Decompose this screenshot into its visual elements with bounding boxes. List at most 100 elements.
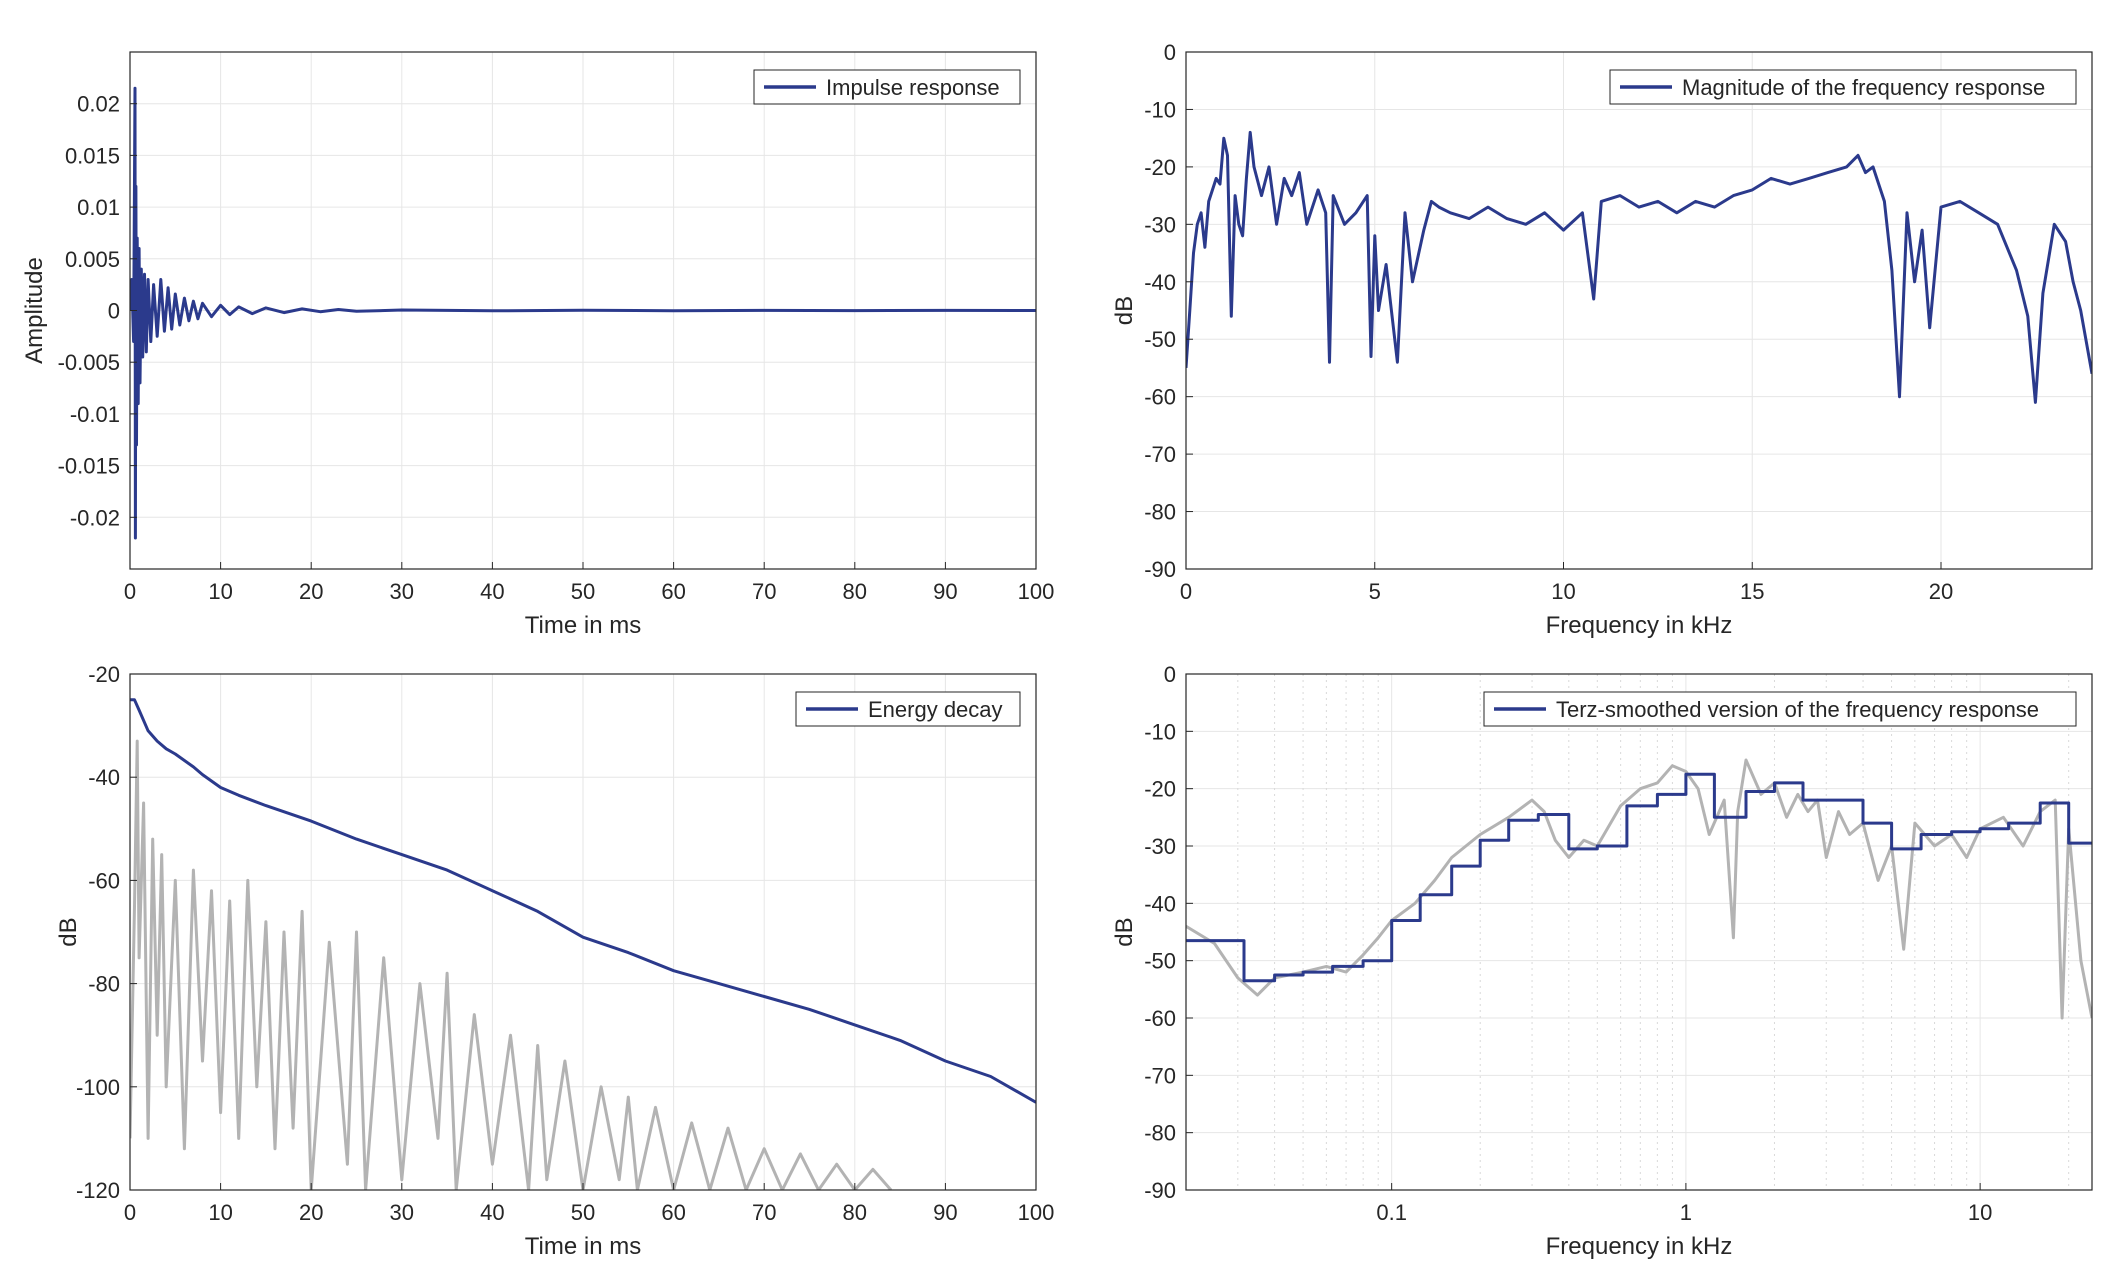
y-tick-label: -60	[1144, 385, 1176, 410]
chart-impulse: 0 10 20 30 40 50 60 70 80 90 100 -0.02 -0.015 -0.01 -0…	[21, 51, 1055, 639]
y-tick-label: -40	[88, 765, 120, 790]
series-line-1	[1186, 758, 2092, 1020]
x-tick-label: 0	[1180, 579, 1192, 604]
x-tick-label: 20	[299, 579, 323, 604]
x-tick-label: 10	[208, 1200, 232, 1225]
y-tick-label: -70	[1144, 442, 1176, 467]
x-tick-label: 30	[390, 579, 414, 604]
legend: Energy decay	[795, 691, 1021, 727]
x-tick-label: 10	[1968, 1200, 1992, 1225]
x-tick-label: 60	[661, 579, 685, 604]
x-tick-label: 80	[843, 579, 867, 604]
y-tick-label: -20	[1144, 155, 1176, 180]
x-tick-label: 70	[752, 579, 776, 604]
y-tick-label: -50	[1144, 327, 1176, 352]
y-tick-label: 0	[108, 299, 120, 324]
legend-box	[1609, 69, 2077, 105]
y-tick-label: -10	[1144, 719, 1176, 744]
y-tick-label: -80	[88, 972, 120, 997]
y-tick-label: -20	[1144, 777, 1176, 802]
y-tick-label: -0.005	[58, 350, 120, 375]
y-tick-label: 0	[1164, 662, 1176, 687]
series-line-0	[1186, 772, 2092, 983]
x-tick-label: 1	[1680, 1200, 1692, 1225]
chart-magnitude: 0 5 10 15 20 0 -10 -20 -30 -40 -50 -60 -70 -80 -90 Freq…	[1111, 40, 2093, 639]
legend-label: Magnitude of the frequency response	[1682, 75, 2045, 100]
x-axis-label: Time in ms	[525, 1233, 641, 1260]
y-axis-label: dB	[1111, 296, 1138, 325]
y-tick-label: 0.01	[77, 195, 120, 220]
plot-area	[1186, 52, 2092, 569]
y-tick-label: -100	[76, 1075, 120, 1100]
x-tick-label: 40	[480, 1200, 504, 1225]
y-tick-label: -90	[1144, 557, 1176, 582]
x-tick-label: 90	[933, 579, 957, 604]
y-tick-label: -10	[1144, 97, 1176, 122]
legend-label: Energy decay	[868, 697, 1003, 722]
y-tick-label: -20	[88, 662, 120, 687]
x-axis-label: Frequency in kHz	[1546, 1233, 1733, 1260]
x-tick-label: 80	[843, 1200, 867, 1225]
y-tick-label: -50	[1144, 949, 1176, 974]
x-tick-label: 0.1	[1376, 1200, 1407, 1225]
axes-box	[1185, 51, 2093, 570]
x-tick-label: 20	[299, 1200, 323, 1225]
y-tick-label: -120	[76, 1178, 120, 1203]
x-tick-label: 90	[933, 1200, 957, 1225]
series-line-0	[130, 86, 1036, 540]
legend-label: Impulse response	[826, 75, 1000, 100]
x-tick-label: 50	[571, 579, 595, 604]
y-tick-label: 0	[1164, 40, 1176, 65]
y-axis-label: dB	[1111, 917, 1138, 946]
series-line-0	[1186, 130, 2092, 404]
x-tick-label: 30	[390, 1200, 414, 1225]
series-line-0	[130, 698, 1036, 1104]
series-group	[130, 86, 1036, 540]
x-tick-label: 10	[208, 579, 232, 604]
y-tick-label: 0.005	[65, 247, 120, 272]
x-tick-label: 20	[1929, 579, 1953, 604]
series-line-1	[130, 739, 893, 1190]
y-tick-label: -70	[1144, 1063, 1176, 1088]
chart-energy: 0 10 20 30 40 50 60 70 80 90 100 -20 -40 -60 -80 -100 -1…	[55, 662, 1054, 1260]
chart-terz: 0.1 1 10 0 -10 -20 -30 -40 -50 -60 -70 -80 -90 Freque…	[1111, 662, 2093, 1260]
y-tick-label: 0.02	[77, 92, 120, 117]
legend: Magnitude of the frequency response	[1609, 69, 2077, 105]
y-tick-label: -30	[1144, 834, 1176, 859]
x-tick-label: 40	[480, 579, 504, 604]
y-tick-label: -90	[1144, 1178, 1176, 1203]
y-tick-label: -0.015	[58, 454, 120, 479]
y-axis-label: dB	[55, 917, 82, 946]
series-group	[1186, 758, 2092, 1020]
series-group	[130, 698, 1036, 1190]
legend-box	[1483, 691, 2077, 727]
y-axis-label: Amplitude	[21, 257, 48, 364]
y-tick-label: 0.015	[65, 143, 120, 168]
x-axis-label: Frequency in kHz	[1546, 612, 1733, 639]
y-tick-label: -30	[1144, 212, 1176, 237]
y-tick-label: -40	[1144, 891, 1176, 916]
x-axis-label: Time in ms	[525, 612, 641, 639]
axes-box	[1185, 673, 2093, 1191]
legend: Impulse response	[753, 69, 1021, 105]
series-group	[1186, 130, 2092, 404]
x-tick-label: 5	[1369, 579, 1381, 604]
legend: Terz-smoothed version of the frequency r…	[1483, 691, 2077, 727]
y-tick-label: -0.01	[70, 402, 120, 427]
x-tick-label: 60	[661, 1200, 685, 1225]
legend-label: Terz-smoothed version of the frequency r…	[1556, 697, 2039, 722]
y-tick-label: -40	[1144, 270, 1176, 295]
y-tick-label: -0.02	[70, 505, 120, 530]
y-tick-label: -80	[1144, 1121, 1176, 1146]
y-tick-label: -80	[1144, 500, 1176, 525]
plot-area	[1186, 674, 2092, 1190]
x-tick-label: 15	[1740, 579, 1764, 604]
x-tick-label: 0	[124, 1200, 136, 1225]
x-tick-label: 50	[571, 1200, 595, 1225]
x-tick-label: 100	[1018, 1200, 1055, 1225]
x-tick-label: 100	[1018, 579, 1055, 604]
y-tick-label: -60	[1144, 1006, 1176, 1031]
y-tick-label: -60	[88, 868, 120, 893]
x-tick-label: 0	[124, 579, 136, 604]
